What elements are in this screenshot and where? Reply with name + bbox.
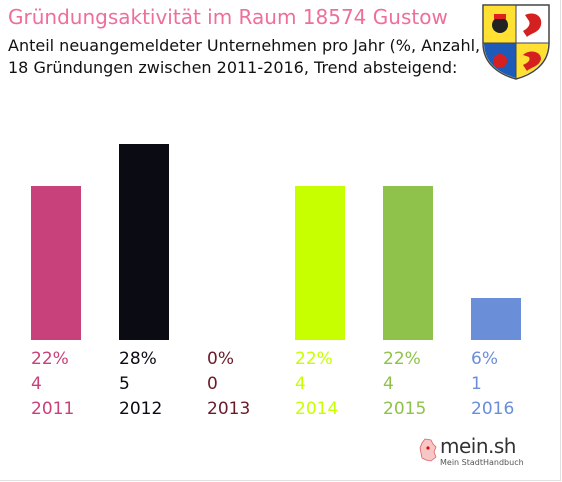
year-label-2016: 2016 — [471, 399, 514, 419]
bar-2012 — [119, 144, 169, 340]
year-label-2014: 2014 — [295, 399, 338, 419]
percent-label-2016: 6% — [471, 349, 498, 369]
year-label-2012: 2012 — [119, 399, 162, 419]
logo-tagline: Mein StadtHandbuch — [440, 458, 524, 467]
subtitle-line-2: 18 Gründungen zwischen 2011-2016, Trend … — [8, 58, 458, 77]
count-label-2013: 0 — [207, 374, 218, 394]
count-label-2012: 5 — [119, 374, 130, 394]
bar-2014 — [295, 186, 345, 340]
count-label-2011: 4 — [31, 374, 42, 394]
percent-label-2012: 28% — [119, 349, 157, 369]
bar-2011 — [31, 186, 81, 340]
bar-2016 — [471, 298, 521, 340]
percent-label-2015: 22% — [383, 349, 421, 369]
logo-name: mein.sh — [440, 434, 516, 458]
year-label-2011: 2011 — [31, 399, 74, 419]
logo: mein.sh Mein StadtHandbuch — [418, 434, 528, 474]
bar-2015 — [383, 186, 433, 340]
subtitle-line-1: Anteil neuangemeldeter Unternehmen pro J… — [8, 36, 523, 55]
chart-title: Gründungsaktivität im Raum 18574 Gustow — [8, 5, 448, 29]
percent-label-2013: 0% — [207, 349, 234, 369]
coat-of-arms-icon — [482, 4, 550, 80]
percent-label-2014: 22% — [295, 349, 333, 369]
germany-map-icon — [419, 438, 437, 462]
count-label-2015: 4 — [383, 374, 394, 394]
percent-label-2011: 22% — [31, 349, 69, 369]
year-label-2013: 2013 — [207, 399, 250, 419]
year-label-2015: 2015 — [383, 399, 426, 419]
chart-subtitle: Anteil neuangemeldeter Unternehmen pro J… — [8, 35, 523, 79]
count-label-2016: 1 — [471, 374, 482, 394]
count-label-2014: 4 — [295, 374, 306, 394]
